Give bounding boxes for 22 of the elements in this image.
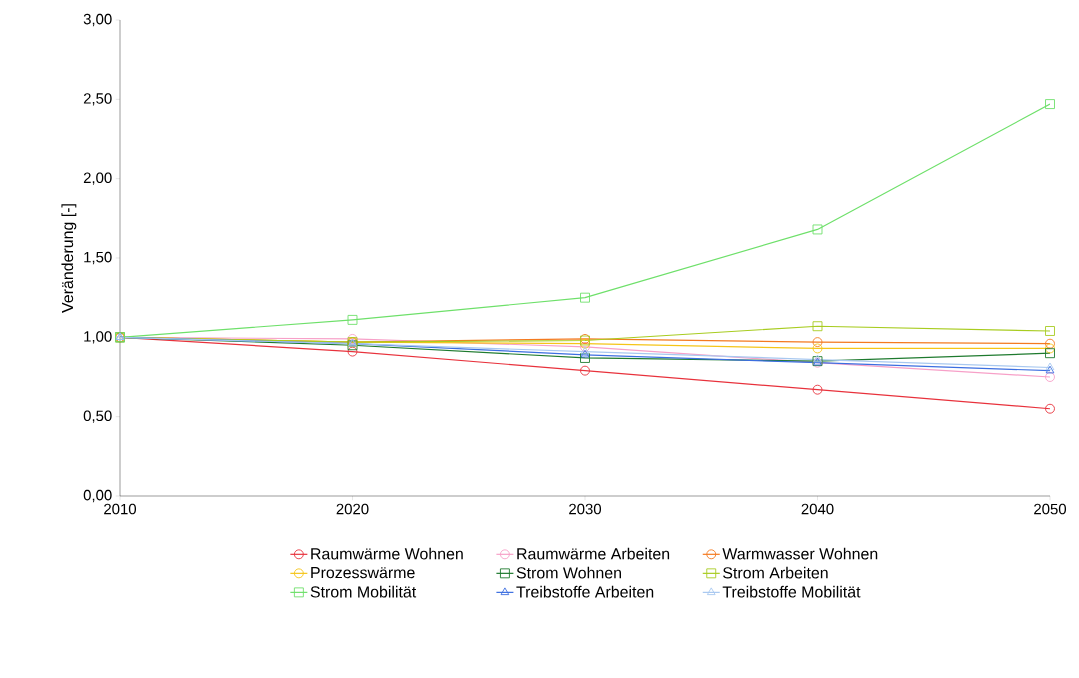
y-tick-label: 0,50 bbox=[83, 410, 112, 423]
y-tick-label: 1,00 bbox=[84, 331, 112, 344]
legend-label: Strom Arbeiten bbox=[723, 566, 828, 579]
legend-label: Raumwärme Arbeiten bbox=[517, 547, 670, 560]
x-tick-label: 2010 bbox=[104, 503, 137, 515]
legend-label: Raumwärme Wohnen bbox=[311, 547, 463, 560]
legend-label: Strom Mobilität bbox=[310, 585, 417, 598]
x-tick-label: 2020 bbox=[336, 503, 369, 515]
y-tick-label: 3,00 bbox=[83, 13, 112, 27]
y-tick-label: 2,00 bbox=[83, 172, 112, 185]
y-tick-label: 1,50 bbox=[84, 251, 112, 265]
legend-label: Strom Wohnen bbox=[516, 566, 621, 579]
legend-label: Prozesswärme bbox=[311, 567, 415, 579]
y-tick-label: 0,00 bbox=[83, 489, 112, 503]
legend-label: Treibstoffe Arbeiten bbox=[516, 585, 654, 598]
x-tick-label: 2030 bbox=[569, 503, 602, 515]
legend-label: Warmwasser Wohnen bbox=[722, 547, 878, 560]
legend-label: Treibstoffe Mobilität bbox=[722, 585, 861, 598]
y-tick-label: 2,50 bbox=[83, 93, 112, 106]
y-axis-title: Veränderung [-] bbox=[61, 204, 77, 313]
x-tick-label: 2040 bbox=[801, 503, 834, 515]
x-tick-label: 2050 bbox=[1034, 503, 1067, 515]
